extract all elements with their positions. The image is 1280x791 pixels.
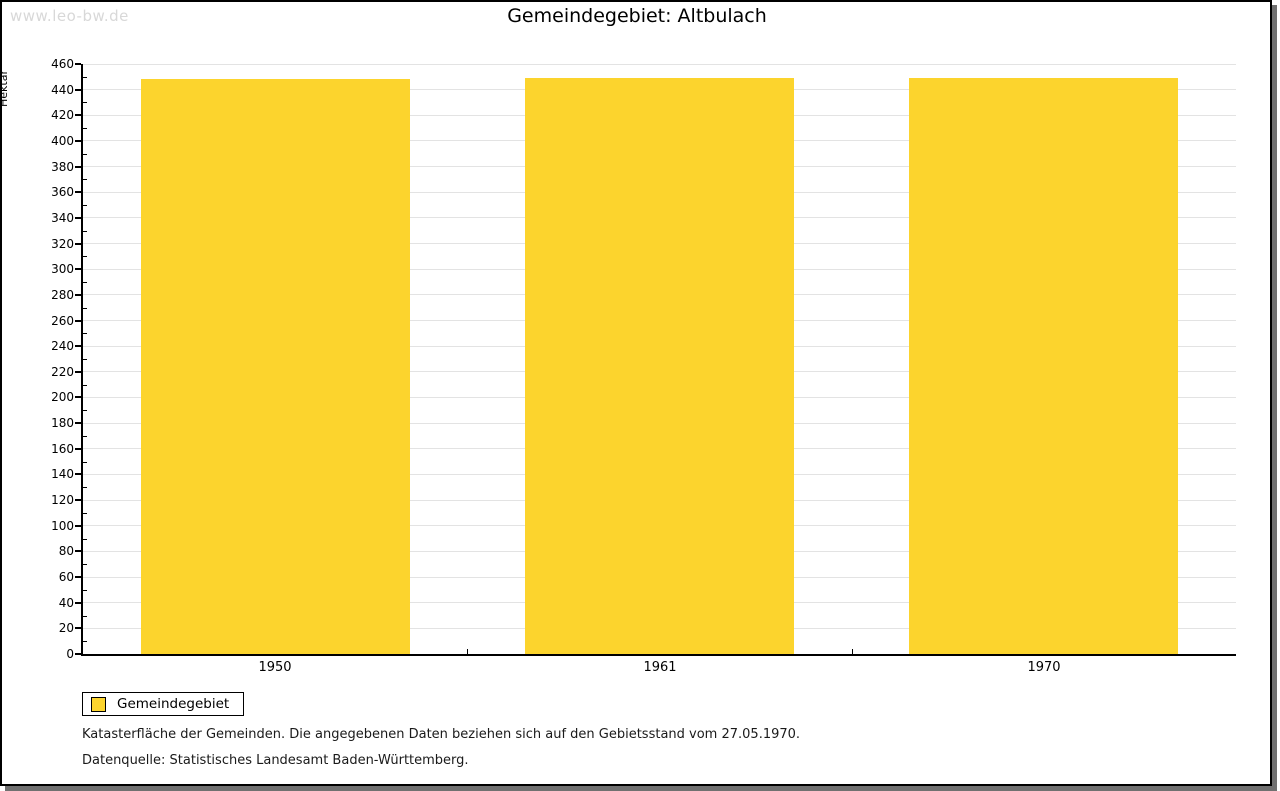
plot-area: 0 20 40 60 80 100 120 140 160 180 200 220 240 260 280 3…: [51, 58, 1236, 675]
ytick-label-300: 300: [51, 262, 74, 277]
ytick-label-440: 440: [51, 82, 74, 97]
ytick-label-320: 320: [51, 236, 74, 251]
bar-1970: [909, 78, 1178, 654]
ytick-440: [75, 88, 81, 91]
ytick-minor-410: [83, 128, 87, 130]
ytick-260: [75, 319, 81, 322]
ytick-300: [75, 268, 81, 271]
chart-title: Gemeindegebiet: Altbulach: [507, 5, 767, 27]
ytick-80: [75, 550, 81, 553]
ytick-400: [75, 139, 81, 142]
ytick-180: [75, 422, 81, 425]
xtick-boundary-1: [467, 649, 468, 654]
ytick-20: [75, 627, 81, 630]
ytick-label-100: 100: [51, 518, 74, 533]
xtick-label-1970: 1970: [1027, 660, 1061, 675]
legend-swatch-gemeindegebiet: [91, 696, 106, 712]
ytick-0: [75, 653, 81, 655]
xtick-label-1961: 1961: [643, 660, 677, 675]
xtick-label-1950: 1950: [258, 660, 292, 675]
ytick-label-240: 240: [51, 339, 74, 354]
ytick-minor-230: [83, 359, 87, 360]
ytick-minor-370: [83, 179, 87, 181]
ytick-minor-90: [83, 538, 87, 540]
ytick-120: [75, 499, 81, 502]
ytick-100: [75, 524, 81, 527]
ytick-320: [75, 242, 81, 245]
ytick-label-40: 40: [58, 595, 74, 610]
ytick-minor-270: [83, 307, 87, 309]
ytick-minor-150: [83, 461, 87, 463]
ytick-minor-350: [83, 205, 87, 207]
ytick-minor-130: [83, 487, 87, 489]
ytick-label-180: 180: [51, 416, 74, 431]
bar-1950: [141, 79, 410, 654]
ytick-240: [75, 345, 81, 348]
ytick-label-260: 260: [51, 313, 74, 328]
ytick-minor-330: [83, 230, 87, 232]
ytick-minor-250: [83, 333, 87, 335]
ytick-minor-290: [83, 282, 87, 284]
ytick-minor-70: [83, 564, 87, 566]
ytick-380: [75, 165, 81, 168]
ytick-label-60: 60: [58, 570, 74, 585]
ytick-label-80: 80: [58, 544, 74, 559]
ytick-minor-190: [83, 410, 87, 412]
ytick-160: [75, 447, 81, 450]
ytick-minor-430: [83, 102, 87, 104]
ytick-label-360: 360: [51, 185, 74, 200]
ytick-minor-30: [83, 615, 87, 617]
ytick-460: [75, 63, 81, 65]
ytick-label-280: 280: [51, 287, 74, 302]
ytick-label-20: 20: [58, 621, 74, 636]
ytick-360: [75, 191, 81, 194]
caption-source: Datenquelle: Statistisches Landesamt Bad…: [82, 753, 469, 768]
ytick-minor-450: [83, 76, 87, 78]
ytick-label-220: 220: [51, 364, 74, 379]
ytick-label-400: 400: [51, 133, 74, 148]
ytick-label-380: 380: [51, 159, 74, 174]
y-axis-title: Hektar: [0, 70, 10, 107]
ytick-minor-110: [83, 512, 87, 514]
ytick-minor-310: [83, 256, 87, 258]
ytick-label-120: 120: [51, 493, 74, 508]
ytick-140: [75, 473, 81, 476]
ytick-label-420: 420: [51, 108, 74, 123]
ytick-220: [75, 370, 81, 373]
legend-label: Gemeindegebiet: [117, 696, 230, 712]
gridline-y-460: [83, 63, 1236, 65]
ytick-minor-50: [83, 589, 87, 591]
bar-1961: [525, 78, 794, 654]
ytick-280: [75, 293, 81, 296]
ytick-minor-170: [83, 435, 87, 437]
ytick-label-160: 160: [51, 441, 74, 456]
ytick-60: [75, 576, 81, 579]
ytick-minor-10: [83, 641, 87, 643]
ytick-label-140: 140: [51, 467, 74, 482]
legend: Gemeindegebiet: [82, 692, 245, 716]
caption-note: Katasterfläche der Gemeinden. Die angege…: [82, 727, 801, 742]
watermark-text: www.leo-bw.de: [10, 7, 129, 25]
ytick-minor-210: [83, 384, 87, 386]
ytick-label-340: 340: [51, 210, 74, 225]
xtick-boundary-2: [852, 649, 853, 654]
ytick-label-200: 200: [51, 390, 74, 405]
ytick-label-0: 0: [66, 647, 74, 661]
ytick-40: [75, 601, 81, 604]
ytick-minor-390: [83, 153, 87, 155]
ytick-label-460: 460: [51, 57, 74, 71]
ytick-200: [75, 396, 81, 399]
ytick-340: [75, 216, 81, 219]
ytick-420: [75, 114, 81, 117]
